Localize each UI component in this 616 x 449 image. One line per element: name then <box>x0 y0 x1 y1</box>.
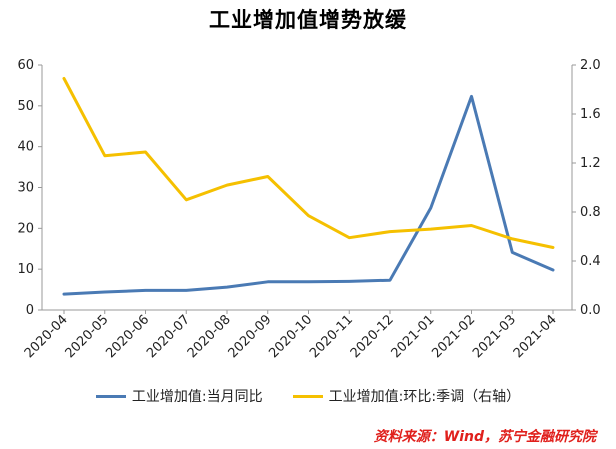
legend-label-yoy: 工业增加值:当月同比 <box>131 389 263 405</box>
x-tick-label: 2020-04 <box>22 312 71 361</box>
x-tick-label: 2021-02 <box>429 312 478 361</box>
x-tick-label: 2020-05 <box>63 312 112 361</box>
left-axis-ticks: 0 10 20 30 40 50 60 <box>17 58 42 318</box>
x-tick-label: 2020-10 <box>266 312 315 361</box>
right-tick-label: 1.6 <box>580 107 601 122</box>
legend-swatch-mom <box>292 394 323 398</box>
right-tick-label: 2.0 <box>580 58 601 73</box>
right-tick-label: 0.8 <box>580 205 601 220</box>
x-tick-label: 2020-12 <box>348 312 397 361</box>
left-tick-label: 0 <box>26 303 34 318</box>
right-tick-label: 0.4 <box>580 254 601 269</box>
right-axis-ticks: 0.0 0.4 0.8 1.2 1.6 2.0 <box>572 58 601 318</box>
series-line-mom <box>62 77 555 249</box>
x-tick-label: 2020-08 <box>185 312 234 361</box>
legend-label-mom: 工业增加值:环比:季调（右轴） <box>328 389 521 405</box>
x-tick-label: 2020-07 <box>144 312 193 361</box>
x-tick-label: 2021-01 <box>389 312 438 361</box>
x-tick-label: 2020-06 <box>103 312 152 361</box>
x-tick-label: 2020-09 <box>226 312 275 361</box>
x-axis-ticks: 2020-042020-052020-062020-072020-082020-… <box>22 310 560 361</box>
left-tick-label: 50 <box>17 99 34 114</box>
left-tick-label: 20 <box>17 221 34 236</box>
x-tick-label: 2021-03 <box>470 312 519 361</box>
left-tick-label: 30 <box>17 181 34 196</box>
left-tick-label: 60 <box>17 58 34 73</box>
right-tick-label: 1.2 <box>580 156 601 171</box>
chart-legend: 工业增加值:当月同比 工业增加值:环比:季调（右轴） <box>0 386 616 406</box>
series-line-yoy <box>62 94 555 296</box>
x-tick-label: 2020-11 <box>307 312 356 361</box>
chart-title: 工业增加值增势放缓 <box>209 8 407 32</box>
left-tick-label: 10 <box>17 262 34 277</box>
legend-item-yoy: 工业增加值:当月同比 <box>95 386 263 406</box>
legend-item-mom: 工业增加值:环比:季调（右轴） <box>292 386 521 406</box>
chart-axes <box>41 65 573 311</box>
x-tick-label: 2021-04 <box>511 312 560 361</box>
legend-swatch-yoy <box>95 394 126 398</box>
source-note: 资料来源：Wind，苏宁金融研究院 <box>373 429 596 445</box>
left-tick-label: 40 <box>17 140 34 155</box>
chart-series <box>62 77 555 296</box>
right-tick-label: 0.0 <box>580 303 601 318</box>
